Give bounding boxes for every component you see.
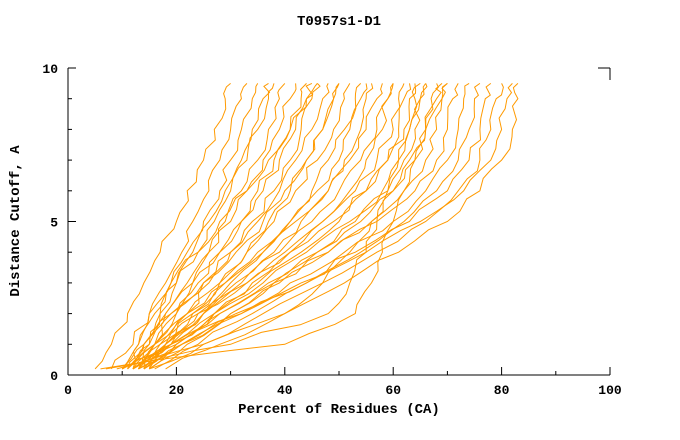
model-curve-13 — [143, 83, 340, 370]
y-tick-label: 5 — [50, 216, 58, 231]
x-tick-label: 80 — [494, 383, 510, 398]
y-axis-label: Distance Cutoff, A — [8, 145, 24, 297]
model-curve-14 — [121, 83, 340, 370]
model-curve-35 — [165, 83, 519, 370]
model-curve-24 — [121, 83, 417, 370]
y-tick-label: 0 — [50, 369, 58, 384]
model-curve-19 — [127, 83, 383, 370]
x-tick-label: 40 — [277, 383, 293, 398]
model-curve-12 — [132, 83, 330, 370]
model-curve-11 — [110, 83, 318, 370]
page-title: T0957s1-D1 — [296, 14, 382, 30]
model-curve-8 — [138, 83, 307, 370]
x-axis-label: Percent of Residues (CA) — [238, 402, 440, 418]
x-tick-label: 20 — [169, 383, 185, 398]
y-tick-label: 10 — [42, 62, 58, 77]
model-curve-3 — [138, 83, 259, 370]
x-tick-label: 0 — [64, 383, 72, 398]
model-curve-15 — [138, 83, 351, 370]
x-tick-label: 100 — [598, 383, 622, 398]
model-curve-1 — [94, 83, 231, 370]
model-curve-37 — [105, 83, 428, 370]
model-curve-36 — [100, 83, 443, 370]
model-curve-4 — [132, 82, 271, 370]
model-curve-2 — [127, 83, 248, 370]
model-curve-27 — [132, 83, 439, 370]
model-curve-20 — [138, 83, 394, 370]
model-curve-25 — [138, 82, 421, 370]
model-curve-38 — [116, 82, 448, 370]
model-curve-22 — [132, 83, 405, 370]
model-curve-17 — [132, 83, 368, 370]
model-curve-5 — [121, 83, 275, 370]
model-curve-33 — [149, 83, 504, 370]
model-curve-34 — [121, 83, 513, 370]
model-curve-9 — [127, 82, 314, 370]
model-curve-31 — [154, 82, 481, 370]
x-tick-label: 60 — [385, 383, 401, 398]
model-curve-32 — [132, 83, 492, 370]
